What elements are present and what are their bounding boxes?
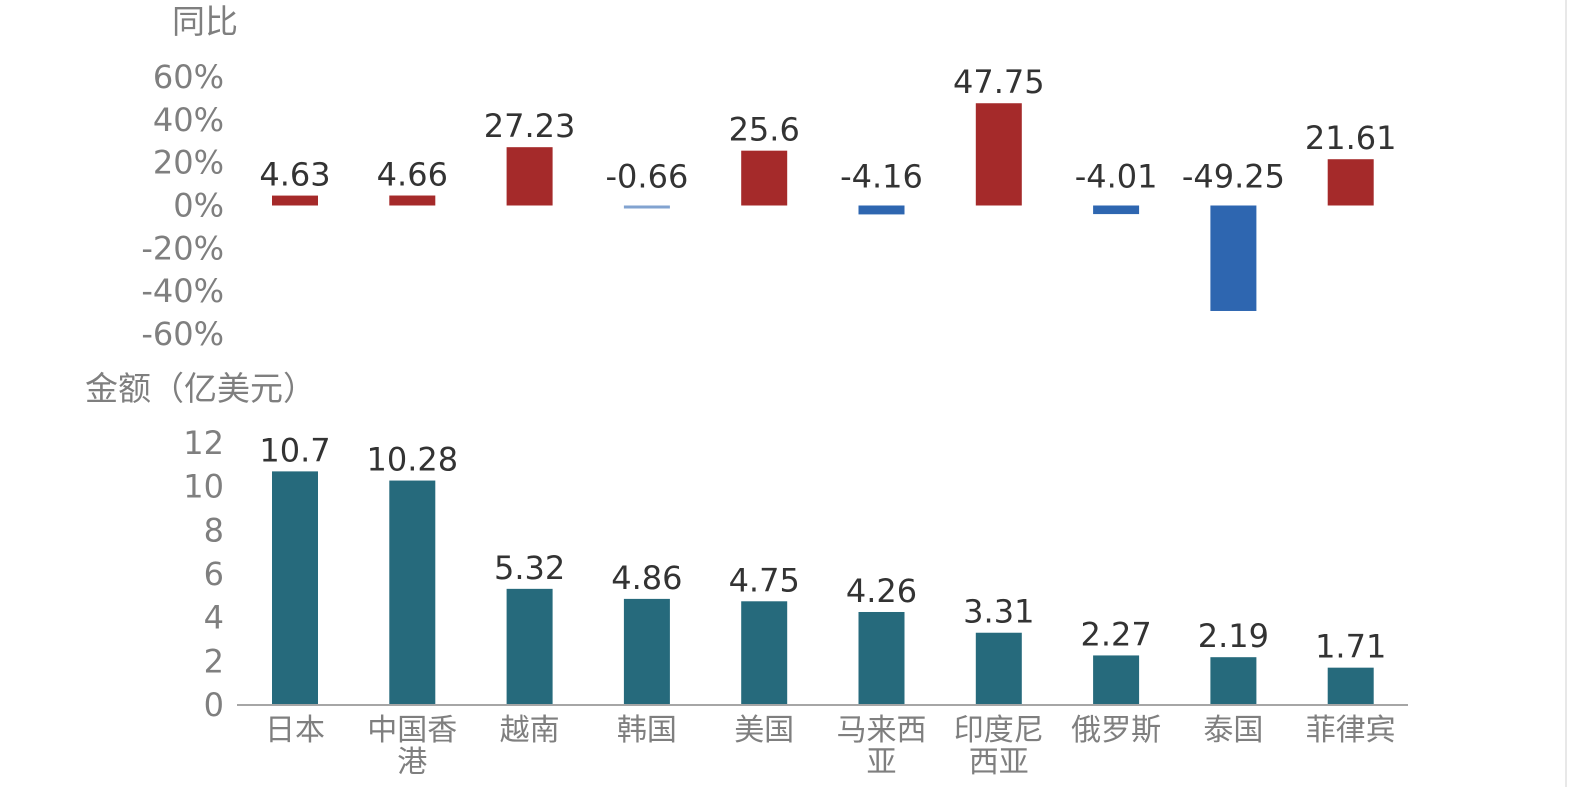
category-label: 美国 [734,713,794,748]
amount-data-label: 4.26 [846,572,917,610]
yoy-bar [858,205,905,215]
amount-data-label: 10.28 [366,441,458,479]
yoy-axis-title: 同比 [172,2,238,41]
amount-data-label: 5.32 [494,549,565,587]
yoy-data-label: 21.61 [1305,119,1397,157]
amount-data-label: 2.27 [1080,615,1151,653]
amount-y-tick: 4 [204,599,224,637]
category-label: 俄罗斯 [1071,713,1161,748]
yoy-data-label: -0.66 [606,158,689,196]
amount-data-label: 2.19 [1198,617,1269,655]
yoy-y-tick: -40% [141,272,224,310]
amount-bar [389,480,436,705]
yoy-bar [741,150,788,206]
yoy-data-label: -4.01 [1075,158,1158,196]
yoy-y-tick: 20% [153,144,224,182]
category-label: 马来西 [837,713,927,748]
yoy-y-tick: 40% [153,101,224,139]
amount-bar [858,611,905,705]
amount-y-tick: 10 [183,468,224,506]
amount-bar [1093,655,1140,705]
category-label: 越南 [500,713,560,748]
yoy-data-label: 25.6 [729,111,800,149]
amount-bar [1210,657,1257,705]
category-label: 泰国 [1203,713,1263,748]
yoy-bar [1210,205,1257,311]
yoy-chart: 同比 60% 40% 20% 0% -20% -40% -60% 4.63 4.66 27.23… [141,2,1396,353]
amount-bar [975,632,1022,705]
yoy-y-tick: 60% [153,58,224,96]
amount-data-label: 4.75 [729,561,800,599]
yoy-bar [623,205,670,209]
amount-y-tick: 12 [183,424,224,462]
yoy-y-tick: -20% [141,229,224,267]
category-label: 日本 [265,713,325,748]
amount-axis-title: 金额（亿美元） [85,369,316,408]
yoy-bars [272,103,1374,311]
amount-bar [272,471,318,705]
amount-y-tick: 2 [204,642,224,680]
yoy-bar [1327,159,1374,206]
category-label: 印度尼 [954,713,1044,748]
yoy-y-tick: -60% [141,315,224,353]
amount-y-tick: 6 [204,555,224,593]
amount-bar [506,588,553,705]
category-label: 港 [397,745,427,780]
amount-bar [623,598,670,705]
yoy-data-label: -49.25 [1182,158,1285,196]
yoy-data-label: 47.75 [953,63,1045,101]
yoy-data-label: -4.16 [840,158,923,196]
amount-y-tick: 8 [204,511,224,549]
yoy-data-label: 4.63 [259,156,330,194]
category-label: 菲律宾 [1306,713,1396,748]
amount-data-label: 4.86 [611,559,682,597]
yoy-y-ticks: 60% 40% 20% 0% -20% -40% -60% [141,58,224,353]
amount-data-label: 10.7 [259,431,330,469]
amount-bar [1327,667,1374,705]
amount-chart: 金额（亿美元） 12 10 8 6 4 2 0 10.7 10.28 5.32 4.86 4.75 4… [85,369,1408,780]
amount-bars [272,471,1374,705]
category-label: 亚 [867,745,897,780]
category-label: 西亚 [969,745,1029,780]
amount-data-labels: 10.7 10.28 5.32 4.86 4.75 4.26 3.31 2.27 2.19 1.7… [259,431,1386,665]
yoy-data-label: 27.23 [484,107,576,145]
amount-data-label: 3.31 [963,593,1034,631]
category-label: 中国香 [367,713,457,748]
amount-y-tick: 0 [204,686,224,724]
yoy-bar [975,103,1022,206]
yoy-bar [272,195,318,206]
yoy-bar [1093,205,1140,215]
yoy-bar [506,147,553,206]
yoy-data-labels: 4.63 4.66 27.23 -0.66 25.6 -4.16 47.75 -4.01 -49… [259,63,1396,195]
amount-y-ticks: 12 10 8 6 4 2 0 [183,424,224,724]
yoy-data-label: 4.66 [377,156,448,194]
yoy-y-tick: 0% [173,187,224,225]
yoy-bar [389,195,436,206]
amount-bar [741,601,788,705]
category-label: 韩国 [617,713,677,748]
amount-data-label: 1.71 [1315,628,1386,666]
